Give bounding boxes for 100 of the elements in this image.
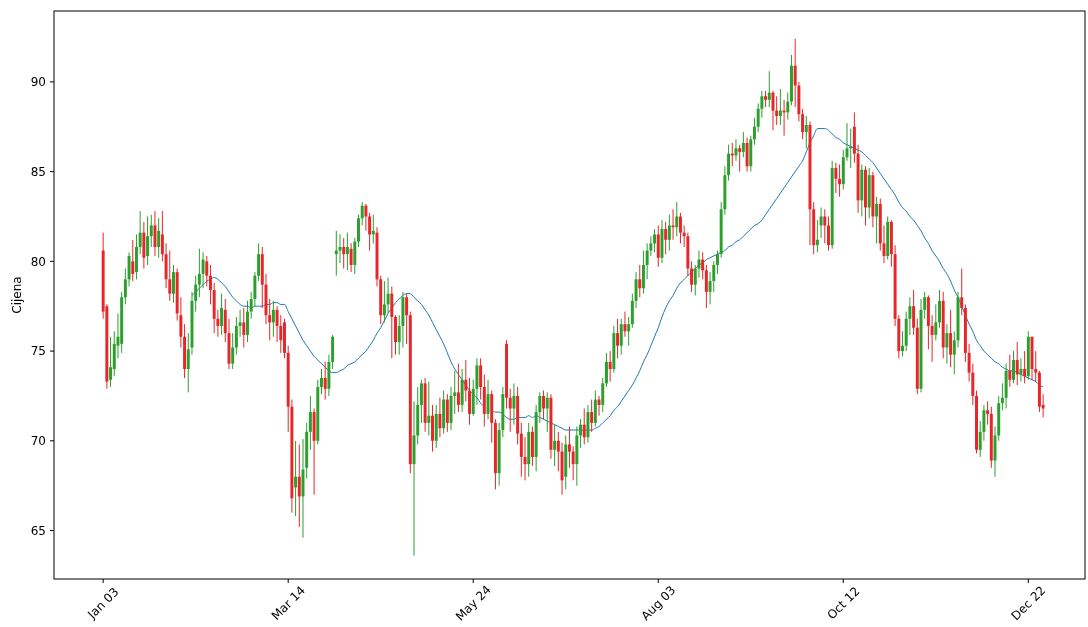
- candlestick: [271, 300, 275, 338]
- candlestick: [986, 400, 990, 426]
- candlestick: [109, 336, 113, 388]
- candlestick: [131, 239, 135, 282]
- candlestick: [519, 422, 523, 478]
- candlestick: [938, 289, 941, 329]
- candlestick: [220, 293, 224, 336]
- candlestick: [875, 196, 879, 244]
- x-tick-label: Dec 22: [1008, 583, 1049, 624]
- candlestick: [804, 115, 808, 149]
- candlestick: [486, 379, 490, 420]
- candlestick: [445, 393, 449, 433]
- candlestick: [664, 221, 668, 255]
- candlestick: [419, 379, 423, 424]
- candlestick: [201, 251, 205, 289]
- candlestick: [656, 224, 660, 268]
- candlestick: [353, 237, 357, 275]
- candlestick: [364, 203, 368, 232]
- candlestick: [675, 201, 679, 237]
- candlestick: [771, 90, 775, 131]
- y-tick-label: 75: [30, 344, 46, 359]
- candlestick: [1019, 357, 1023, 383]
- candlestick: [571, 445, 575, 481]
- candlestick: [934, 303, 938, 341]
- candlestick: [604, 352, 608, 388]
- candlestick: [231, 332, 235, 370]
- candlestick: [619, 318, 623, 356]
- candlestick: [945, 323, 949, 365]
- candlestick: [479, 357, 483, 401]
- candlestick: [823, 208, 827, 244]
- candlestick: [715, 250, 719, 275]
- candlestick: [1012, 350, 1015, 384]
- candlestick: [523, 436, 527, 481]
- y-tick-label: 90: [30, 75, 46, 90]
- candlestick: [949, 309, 953, 368]
- candlestick: [357, 214, 360, 248]
- x-tick-label: Oct 12: [824, 584, 863, 623]
- candlestick: [827, 215, 830, 252]
- candlestick: [138, 210, 142, 255]
- candlestick: [627, 316, 631, 347]
- candlestick: [738, 144, 742, 173]
- candlestick: [775, 95, 779, 126]
- candlestick: [542, 390, 546, 420]
- candlestick: [146, 215, 150, 266]
- candlestick: [752, 117, 756, 146]
- candlestick: [912, 289, 916, 336]
- candlestick: [608, 350, 612, 383]
- candlestick: [297, 443, 301, 528]
- candlestick: [323, 361, 327, 401]
- candlestick: [157, 217, 161, 259]
- candlestick: [590, 399, 594, 433]
- candlestick: [582, 408, 586, 445]
- candlestick: [342, 237, 346, 270]
- candlestick: [597, 395, 601, 417]
- candlestick: [638, 264, 642, 298]
- y-tick-label: 85: [30, 164, 46, 179]
- candlestick: [345, 232, 349, 271]
- y-tick-label: 80: [30, 254, 46, 269]
- candlestick: [960, 268, 964, 316]
- candlestick: [405, 293, 409, 345]
- candlestick: [745, 137, 749, 173]
- candlestick: [508, 388, 512, 433]
- candlestick: [704, 264, 708, 309]
- candlestick: [386, 277, 390, 314]
- candlestick: [601, 377, 605, 413]
- y-axis-title: Cijena: [10, 276, 24, 314]
- candlestick: [205, 255, 209, 287]
- candlestick: [1023, 350, 1027, 384]
- candlestick: [553, 424, 557, 467]
- candlestick: [308, 395, 312, 451]
- candlestick: [901, 330, 904, 357]
- candlestick: [464, 359, 468, 402]
- candlestick: [512, 382, 516, 426]
- candlestick: [171, 264, 175, 304]
- candlestick: [834, 162, 838, 194]
- candlestick: [667, 214, 671, 252]
- y-tick-label: 70: [30, 434, 46, 449]
- candlestick: [579, 418, 583, 449]
- candlestick: [456, 363, 460, 413]
- candlestick: [197, 248, 201, 298]
- candlestick: [819, 207, 823, 239]
- candlestick: [701, 251, 705, 280]
- candlestick: [438, 397, 442, 438]
- y-tick-label: 65: [30, 523, 46, 538]
- candlestick: [1008, 354, 1012, 388]
- candlestick: [741, 131, 745, 158]
- candlestick: [209, 264, 212, 305]
- candlestick: [427, 381, 431, 436]
- candlestick: [242, 307, 246, 348]
- x-tick-label: Mar 14: [268, 583, 309, 623]
- candlestick: [786, 92, 790, 121]
- candlestick: [360, 201, 364, 226]
- candlestick: [593, 390, 597, 427]
- candlestick: [1015, 341, 1019, 386]
- candlestick: [382, 280, 386, 323]
- candlestick: [678, 212, 682, 244]
- candlestick: [468, 377, 471, 426]
- candlestick: [623, 311, 627, 338]
- candlestick: [294, 440, 298, 517]
- candlestick: [641, 250, 645, 295]
